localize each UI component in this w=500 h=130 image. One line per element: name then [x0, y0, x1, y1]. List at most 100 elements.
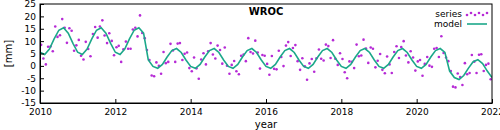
data-point [471, 54, 474, 57]
data-point [475, 72, 478, 75]
legend-label: model [434, 19, 462, 29]
data-point [155, 61, 158, 64]
data-point [384, 72, 387, 75]
data-point [376, 59, 379, 62]
data-point [318, 48, 321, 51]
data-point [416, 60, 419, 63]
y-tick-mark [40, 103, 44, 104]
x-tick-mark [341, 99, 342, 103]
data-point [75, 44, 78, 47]
data-point [405, 54, 408, 57]
data-point [468, 72, 471, 75]
data-point [461, 84, 464, 87]
y-tick: -5 [27, 74, 44, 84]
x-tick: 2022 [481, 99, 500, 117]
data-point [96, 36, 99, 39]
data-point [45, 63, 48, 66]
data-point [252, 52, 255, 55]
data-point [343, 71, 346, 74]
data-point [190, 70, 193, 73]
data-point [308, 62, 311, 65]
x-tick: 2018 [330, 99, 353, 117]
data-point [398, 57, 401, 60]
data-point [487, 62, 490, 65]
data-point [294, 44, 297, 47]
y-tick-mark [40, 78, 44, 79]
y-tick-mark [40, 91, 44, 92]
x-tick: 2014 [180, 99, 203, 117]
data-point [261, 54, 264, 57]
data-point [101, 19, 104, 22]
data-point [306, 78, 309, 81]
x-tick-label: 2010 [29, 107, 52, 117]
legend-label: series [435, 9, 462, 19]
data-point [214, 57, 217, 60]
data-point [153, 75, 156, 78]
data-point [167, 61, 170, 64]
y-tick: 20 [25, 12, 44, 22]
data-point [278, 49, 281, 52]
legend-symbol [466, 14, 469, 17]
data-point [421, 74, 424, 77]
x-axis: 2010201220142016201820202022 [29, 99, 500, 117]
data-point [117, 45, 120, 48]
data-point [113, 54, 116, 57]
data-point [358, 55, 361, 58]
y-tick: 25 [25, 0, 44, 9]
data-point [181, 59, 184, 62]
data-point [369, 46, 372, 49]
x-tick-mark [191, 99, 192, 103]
data-point [230, 64, 233, 67]
x-tick-mark [266, 99, 267, 103]
y-tick: 0 [30, 61, 44, 71]
x-tick: 2012 [104, 99, 127, 117]
y-axis-title: [mm] [3, 40, 14, 67]
legend-symbol [467, 23, 487, 25]
data-point [386, 55, 389, 58]
data-point [233, 60, 236, 63]
scatter-series [40, 14, 492, 89]
data-point [70, 29, 73, 32]
data-point [245, 60, 248, 63]
x-tick: 2016 [255, 99, 278, 117]
x-tick-label: 2014 [180, 107, 203, 117]
data-point [407, 61, 410, 64]
y-tick: -10 [21, 86, 44, 96]
data-point [292, 47, 295, 50]
data-point [289, 55, 292, 58]
y-tick-label: 10 [25, 37, 37, 47]
data-point [485, 64, 488, 67]
data-point [426, 56, 429, 59]
data-point [348, 60, 351, 63]
y-tick-mark [40, 4, 44, 5]
data-point [440, 35, 443, 38]
x-tick-label: 2016 [255, 107, 278, 117]
legend-symbol [486, 12, 489, 15]
data-point [414, 69, 417, 72]
data-point [68, 27, 71, 30]
x-axis-title: year [255, 119, 278, 130]
data-point [282, 65, 285, 68]
data-point [202, 52, 205, 55]
data-point [313, 71, 316, 74]
y-tick-label: -10 [21, 86, 36, 96]
data-point [103, 34, 106, 37]
data-point [466, 73, 469, 76]
y-axis: -15-10-50510152025 [21, 0, 44, 108]
data-point [186, 51, 189, 54]
data-point [110, 40, 113, 43]
data-point [360, 54, 363, 57]
data-point [454, 86, 457, 89]
data-point [263, 54, 266, 57]
data-point [249, 51, 252, 54]
data-point [428, 64, 431, 67]
data-point [322, 59, 325, 62]
data-point [197, 77, 200, 80]
data-point [136, 35, 139, 38]
plot-frame [40, 4, 492, 103]
data-point [374, 66, 377, 69]
data-point [77, 39, 80, 42]
data-point [179, 42, 182, 45]
data-point [47, 46, 50, 49]
data-point [216, 44, 219, 47]
